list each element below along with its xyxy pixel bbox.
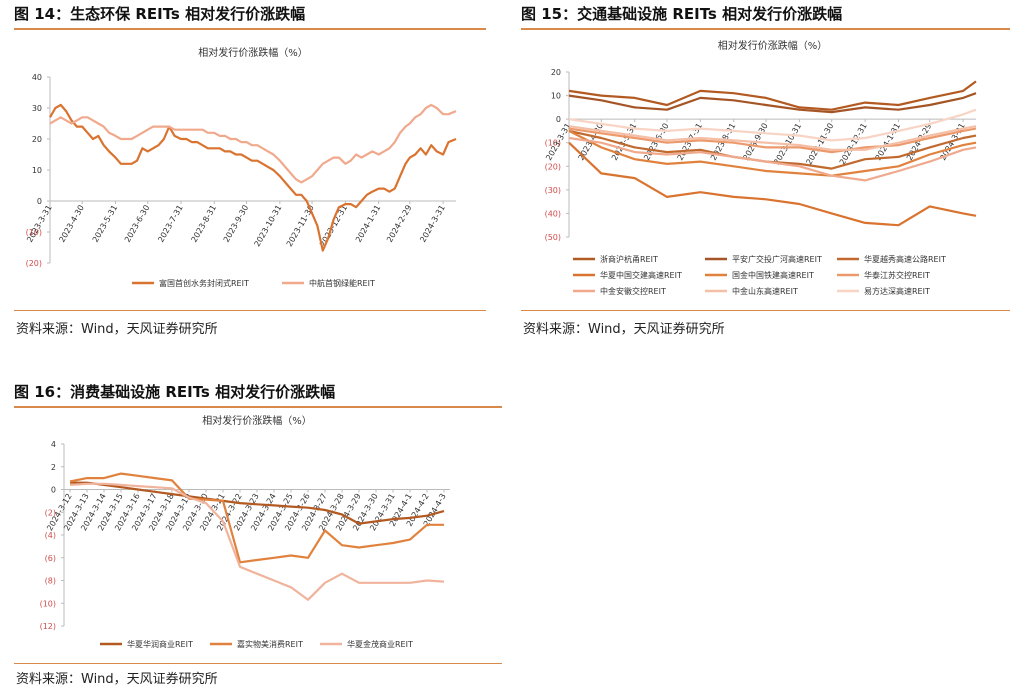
y-tick-label: (10) (40, 599, 56, 608)
x-tick-label: 2023-6-30 (123, 204, 151, 244)
y-tick-label: (8) (45, 577, 56, 586)
y-tick-label: (10) (545, 139, 561, 148)
x-tick-label: 2023-11-30 (804, 122, 835, 167)
figure-14: 图 14：生态环保 REITs 相对发行价涨跌幅 相对发行价涨跌幅（%） (20)… (14, 0, 486, 340)
figure-15-source: 资料来源：Wind，天风证券研究所 (523, 322, 725, 337)
y-tick-label: (20) (545, 162, 561, 171)
series-line-9 (568, 108, 977, 142)
figure-15-top-rule (521, 28, 1010, 30)
figure-14-heading: 图 14：生态环保 REITs 相对发行价涨跌幅 (14, 5, 306, 23)
y-tick-label: 4 (51, 440, 56, 449)
series-line-8 (568, 125, 977, 151)
legend-label: 易方达深高速REIT (864, 286, 930, 296)
chart-title: 相对发行价涨跌幅（%） (202, 414, 312, 427)
legend-label: 华夏金茂商业REIT (347, 639, 413, 649)
series-line-1 (70, 481, 445, 525)
series-line-2 (568, 92, 977, 114)
x-tick-label: 2023-12-31 (318, 204, 349, 249)
y-tick-label: 10 (32, 166, 42, 175)
legend-label: 华夏华润商业REIT (127, 639, 193, 649)
y-tick-label: 10 (551, 92, 561, 101)
figure-15-bottom-rule (521, 310, 1010, 311)
figure-14-bottom-rule (14, 310, 486, 311)
y-tick-label: (30) (545, 186, 561, 195)
legend-label: 嘉实物美消费REIT (237, 639, 303, 649)
y-tick-label: (50) (545, 233, 561, 242)
x-tick-label: 2023-5-31 (91, 204, 119, 244)
figure-15-heading: 图 15：交通基础设施 REITs 相对发行价涨跌幅 (521, 5, 843, 23)
legend-label: 富国首创水务封闭式REIT (159, 278, 249, 288)
x-tick-label: 2024-3-31 (418, 204, 446, 244)
figure-16-heading: 图 16：消费基础设施 REITs 相对发行价涨跌幅 (14, 383, 336, 401)
y-tick-label: 20 (551, 68, 561, 77)
figure-14-source: 资料来源：Wind，天风证券研究所 (16, 322, 218, 337)
figure-16-chart: 相对发行价涨跌幅（%）(12)(10)(8)(6)(4)(2)0242024-3… (40, 414, 450, 649)
y-tick-label: 20 (32, 135, 42, 144)
figure-16-source: 资料来源：Wind，天风证券研究所 (16, 672, 218, 687)
x-tick-label: 2023-9-30 (222, 203, 250, 243)
y-tick-label: (6) (45, 554, 56, 563)
legend-label: 华泰江苏交控REIT (864, 270, 930, 280)
y-tick-label: 0 (556, 115, 561, 124)
series-line-2 (69, 472, 444, 564)
x-tick-label: 2023-8-31 (190, 204, 218, 244)
series-line-3 (568, 129, 977, 170)
legend-label: 华夏越秀高速公路REIT (864, 254, 946, 264)
figure-14-top-rule (14, 28, 486, 30)
y-tick-label: (10) (26, 228, 42, 237)
y-tick-label: (2) (45, 508, 56, 517)
x-tick-label: 2024-1-31 (354, 204, 382, 244)
y-tick-label: 0 (37, 197, 42, 206)
chart-title: 相对发行价涨跌幅（%） (198, 46, 308, 59)
x-tick-label: 2023-3-31 (25, 204, 53, 244)
legend-label: 中金山东高速REIT (732, 286, 798, 296)
y-tick-label: 2 (51, 463, 56, 472)
series-line-6 (568, 127, 977, 154)
series-line-5 (568, 129, 977, 177)
chart-title: 相对发行价涨跌幅（%） (718, 39, 828, 52)
figure-16-bottom-rule (14, 663, 502, 664)
figure-15-chart: 相对发行价涨跌幅（%） (50) (40) (30) (20) (10) 0 10 20 2023… (544, 39, 977, 296)
x-tick-label: 2023-10-31 (253, 204, 284, 249)
y-tick-label: (20) (26, 259, 42, 268)
legend-label: 浙商沪杭甬REIT (600, 254, 658, 264)
series-line-3 (69, 482, 445, 601)
y-tick-label: 0 (51, 486, 56, 495)
legend-label: 国金中国铁建高速REIT (732, 270, 814, 280)
legend-label: 中金安徽交控REIT (600, 286, 666, 296)
y-tick-label: 30 (32, 104, 42, 113)
series-line-2 (49, 103, 457, 184)
legend-label: 平安广交投广河高速REIT (732, 254, 822, 264)
legend-label: 中航首钢绿能REIT (309, 278, 375, 288)
figure-15: 图 15：交通基础设施 REITs 相对发行价涨跌幅 相对发行价涨跌幅（%） (5… (521, 0, 1010, 340)
x-tick-label: 2024-2-29 (385, 204, 413, 244)
figure-16: 图 16：消费基础设施 REITs 相对发行价涨跌幅 相对发行价涨跌幅（%） (1… (14, 378, 502, 691)
y-tick-label: (4) (45, 531, 56, 540)
series-line-7 (568, 136, 977, 182)
y-tick-label: (40) (545, 209, 561, 218)
x-tick-label: 2023-7-31 (156, 204, 184, 244)
series-line-4 (568, 141, 977, 227)
series-line-1 (49, 103, 457, 252)
figure-16-top-rule (14, 406, 502, 408)
x-tick-label: 2023-4-30 (57, 204, 85, 244)
series-line-1 (568, 80, 977, 111)
legend-label: 华夏中国交建高速REIT (600, 270, 682, 280)
y-tick-label: (12) (40, 622, 56, 631)
y-tick-label: 40 (32, 73, 42, 82)
